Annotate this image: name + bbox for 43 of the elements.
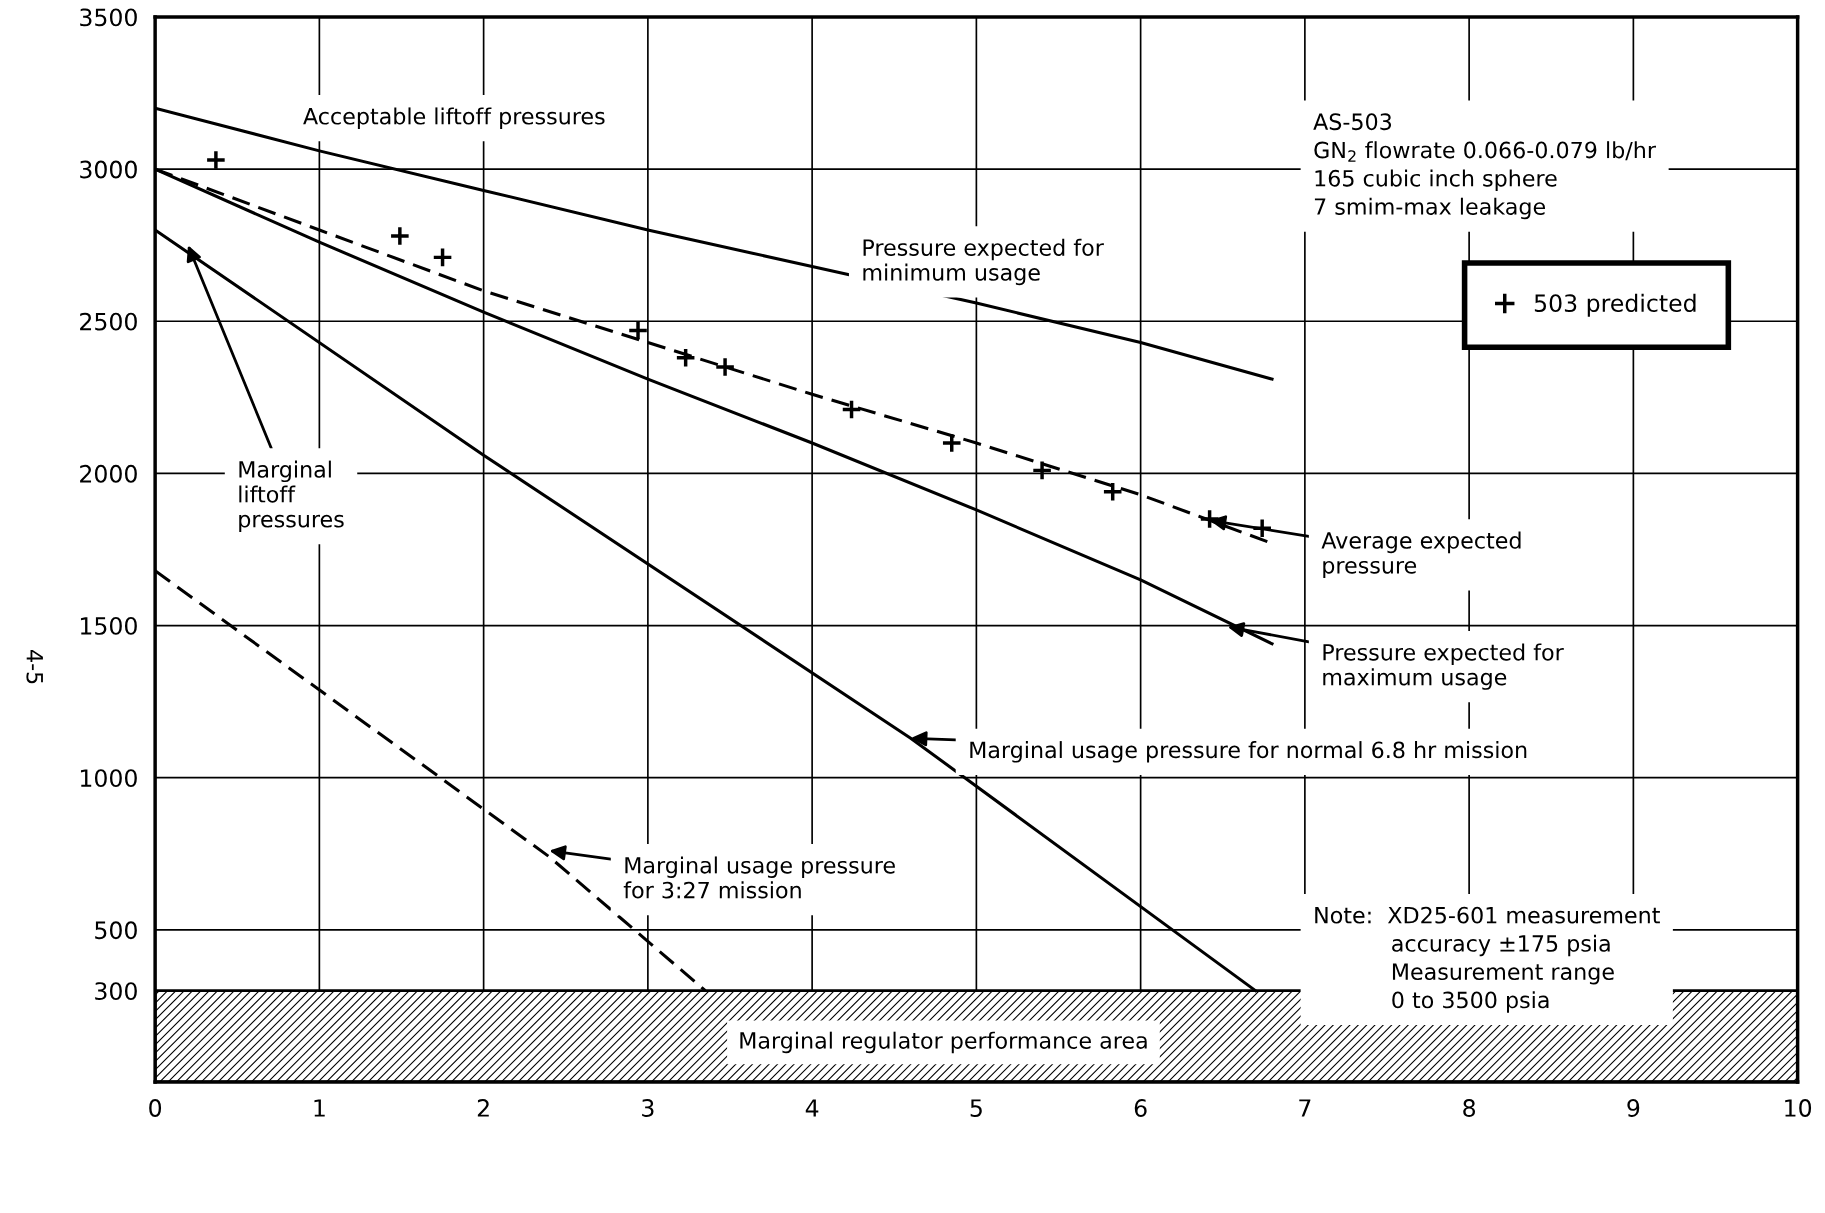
annotation: Note: XD25-601 measurement accuracy ±175 psia Measurement range 0 to 3500 psia xyxy=(1315,906,1660,1013)
point xyxy=(1199,508,1221,530)
x-tick-label: 9 xyxy=(1627,1099,1640,1117)
point xyxy=(941,432,963,454)
annotation: Pressure expected for maximum usage xyxy=(1323,643,1564,690)
legend-label: 503 predicted xyxy=(1534,293,1696,317)
y-tick-label: 3500 xyxy=(80,8,137,27)
point xyxy=(841,398,863,421)
annotation: Average expected pressure xyxy=(1321,531,1521,579)
x-tick-label: 8 xyxy=(1463,1099,1476,1117)
point xyxy=(1031,459,1053,481)
x-tick-label: 2 xyxy=(477,1099,489,1117)
point xyxy=(1251,517,1273,539)
point xyxy=(627,319,649,341)
annotation: Acceptable liftoff pressures xyxy=(303,107,605,129)
y-tick-label: 300 xyxy=(95,982,137,1001)
annotation: Marginal usage pressure for normal 6.8 hr mission xyxy=(970,741,1527,763)
x-tick-label: 6 xyxy=(1134,1099,1147,1117)
y-tick-label: 500 xyxy=(95,921,137,940)
x-tick-label: 4 xyxy=(805,1099,819,1117)
annotation: Marginal liftoff pressures xyxy=(239,460,344,532)
y-tick-label: 1500 xyxy=(80,617,137,635)
x-tick-label: 5 xyxy=(970,1099,982,1117)
point xyxy=(675,347,697,369)
x-tick-label: 1 xyxy=(314,1099,325,1117)
x-tick-label: 3 xyxy=(642,1099,654,1117)
point xyxy=(205,149,227,171)
y-tick-label: 1000 xyxy=(80,769,137,788)
y-tick-label: 2500 xyxy=(80,312,137,331)
point xyxy=(714,356,736,378)
annotation: Pressure expected for minimum usage xyxy=(863,238,1104,286)
y-tick-label: 2000 xyxy=(80,464,137,483)
x-tick-label: 0 xyxy=(149,1099,162,1117)
annotation: Marginal usage pressure for 3:27 mission xyxy=(623,856,895,899)
point xyxy=(389,225,411,247)
x-tick-label: 10 xyxy=(1785,1099,1812,1117)
point xyxy=(1102,481,1124,503)
point xyxy=(432,246,454,268)
x-tick-label: 7 xyxy=(1299,1099,1311,1117)
text: 4-5 xyxy=(26,650,43,684)
band-label: Marginal regulator performance area xyxy=(740,1031,1147,1054)
y-tick-label: 3000 xyxy=(80,160,137,179)
annotation: AS-503 GN$_{2}$ flowrate 0.066-0.079 lb/hr 165 cubic inch sphere 7 smim-max leakage xyxy=(1313,113,1656,220)
